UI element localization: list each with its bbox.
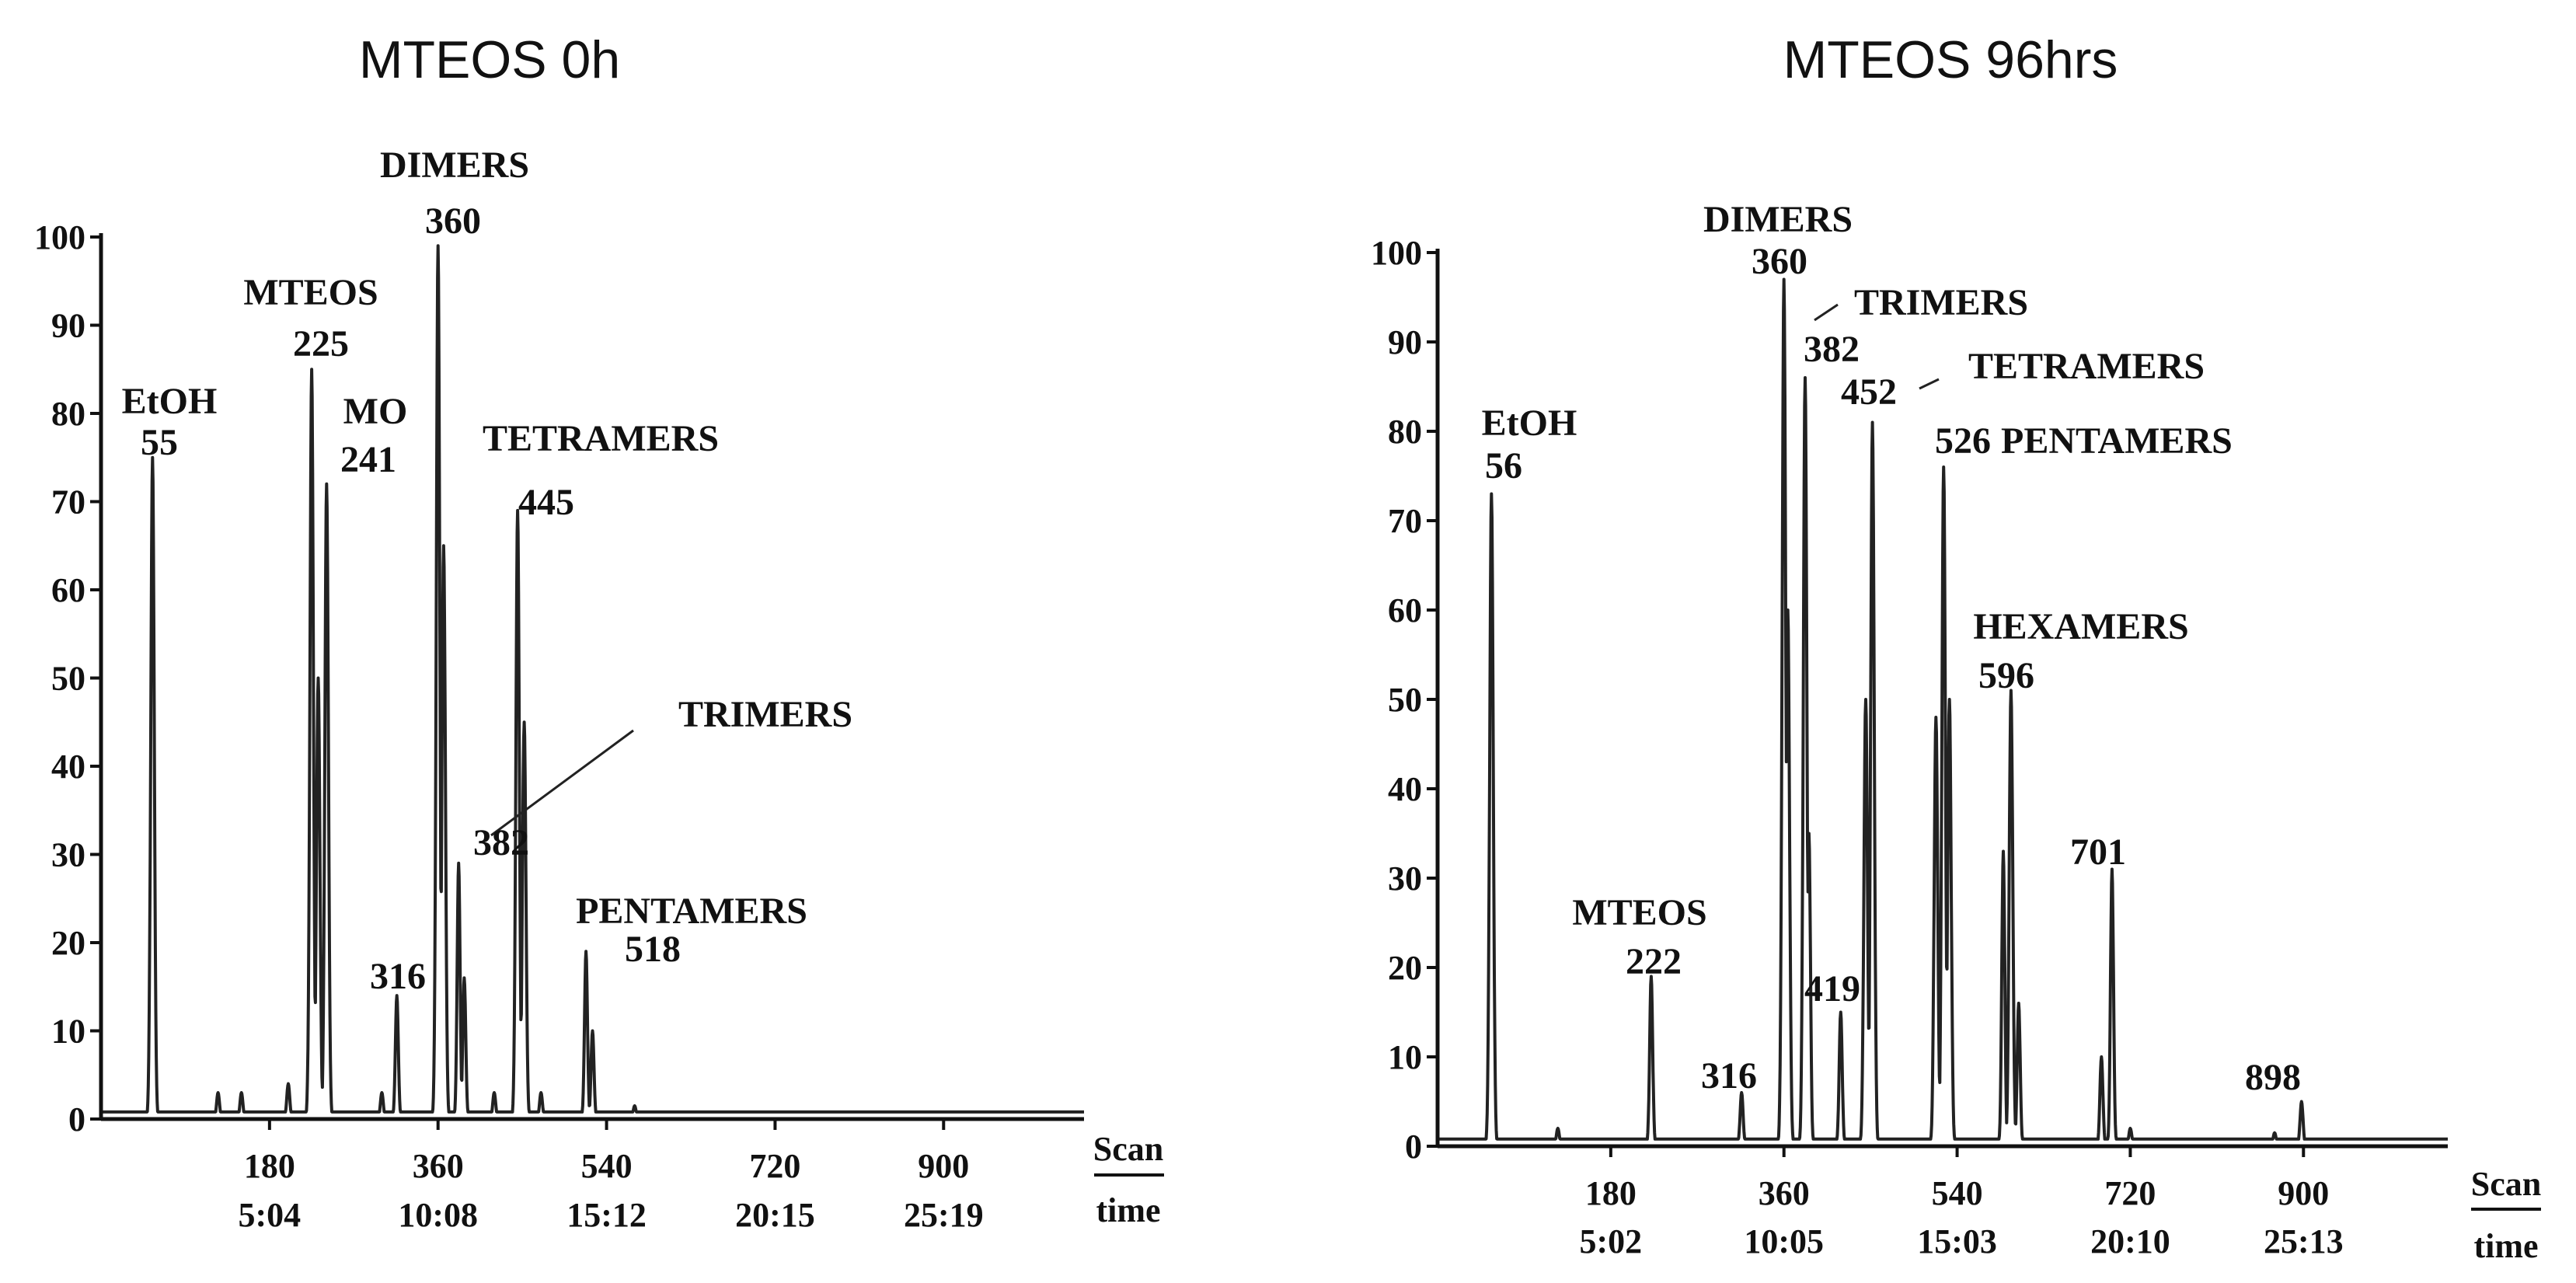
peak-label-tetramers-name: TETRAMERS <box>483 418 719 459</box>
y-tick-label: 90 <box>51 307 85 345</box>
peak-label-pentamers-scan: 518 <box>625 929 681 970</box>
y-tick-label: 80 <box>51 395 85 433</box>
peak-label-mteos-scan: 222 <box>1626 941 1682 982</box>
peak-label-tetramers-scan: 445 <box>518 482 574 523</box>
chart-mteos-96hrs: MTEOS 96hrs 0 10 20 30 40 50 60 70 80 90 100 180 5:… <box>1371 30 2541 1265</box>
chart-title: MTEOS 96hrs <box>1783 30 2118 89</box>
x-tick-label-scan: 900 <box>918 1147 969 1185</box>
chromatogram-trace <box>99 244 1086 1114</box>
x-tick-label-scan: 180 <box>244 1147 295 1185</box>
y-tick-label: 70 <box>1388 502 1422 540</box>
x-axis-label-scan: Scan <box>1093 1130 1163 1168</box>
x-axis-label-time: time <box>1096 1191 1160 1229</box>
x-axis-label-time: time <box>2473 1227 2538 1265</box>
x-tick-label-time: 5:02 <box>1580 1222 1643 1260</box>
peak-label-tetramers-scan: 452 <box>1841 371 1897 413</box>
x-tick-label-time: 20:15 <box>735 1196 815 1234</box>
x-tick-label-time: 20:10 <box>2090 1222 2170 1260</box>
y-tick-label: 50 <box>1388 681 1422 719</box>
y-tick-label: 30 <box>51 836 85 874</box>
peak-label-mo-scan: 241 <box>340 439 396 480</box>
y-tick-labels: 0 10 20 30 40 50 60 70 80 90 100 <box>34 218 101 1138</box>
peak-label-pentamers-name: PENTAMERS <box>576 891 807 932</box>
trimers-leader-line <box>490 729 634 837</box>
x-tick-labels: 180 5:04 360 10:08 540 15:12 720 20:15 900 25:19 <box>239 1119 984 1234</box>
peak-label-701: 701 <box>2070 832 2126 873</box>
peak-label-mo-name: MO <box>343 391 408 432</box>
peak-label-316: 316 <box>1701 1055 1757 1096</box>
peak-label-etoh-name: EtOH <box>122 381 218 422</box>
x-tick-label-time: 5:04 <box>239 1196 302 1234</box>
peak-label-hexamers-scan: 596 <box>1978 655 2034 696</box>
x-tick-label-scan: 720 <box>2104 1174 2156 1212</box>
y-tick-label: 40 <box>51 748 85 786</box>
chart-title: MTEOS 0h <box>359 30 620 89</box>
y-tick-label: 40 <box>1388 770 1422 808</box>
x-tick-label-time: 10:08 <box>398 1196 478 1234</box>
y-tick-label: 30 <box>1388 859 1422 898</box>
y-tick-label: 100 <box>1371 234 1422 272</box>
axes <box>99 233 1084 1121</box>
tetramers-leader-line <box>1919 378 1940 390</box>
peak-label-trimers-name: TRIMERS <box>678 694 852 735</box>
y-tick-label: 50 <box>51 660 85 698</box>
peak-label-dimers-scan: 360 <box>1752 241 1807 282</box>
x-axis-label-scan: Scan <box>2471 1165 2541 1203</box>
peak-label-etoh-scan: 55 <box>141 422 178 463</box>
x-tick-label-time: 25:13 <box>2264 1222 2344 1260</box>
y-tick-label: 70 <box>51 483 85 521</box>
peak-label-trimers-name: TRIMERS <box>1854 282 2028 323</box>
x-tick-label-scan: 540 <box>581 1147 633 1185</box>
peak-label-419: 419 <box>1804 968 1860 1009</box>
trimers-leader-line <box>1814 303 1839 322</box>
x-tick-label-scan: 720 <box>749 1147 800 1185</box>
peak-label-tetramers-name: TETRAMERS <box>1968 346 2205 387</box>
y-tick-label: 10 <box>51 1013 85 1051</box>
peak-label-898: 898 <box>2245 1057 2301 1098</box>
x-tick-label-scan: 540 <box>1932 1174 1983 1212</box>
x-tick-label-time: 15:03 <box>1917 1222 1997 1260</box>
x-tick-label-scan: 180 <box>1585 1174 1637 1212</box>
y-tick-label: 60 <box>51 571 85 609</box>
peak-label-trimers-scan: 382 <box>473 822 529 863</box>
peak-label-dimers-scan: 360 <box>425 200 481 242</box>
y-tick-label: 90 <box>1388 323 1422 361</box>
peak-label-dimers-name: DIMERS <box>1703 199 1853 240</box>
peak-label-trimers-scan: 382 <box>1804 329 1860 370</box>
y-tick-label: 0 <box>68 1100 85 1138</box>
peak-label-etoh-name: EtOH <box>1482 403 1577 444</box>
peak-label-mteos-name: MTEOS <box>243 272 378 313</box>
x-tick-label-scan: 360 <box>1759 1174 1810 1212</box>
x-tick-label-time: 10:05 <box>1744 1222 1824 1260</box>
peak-label-pentamers-name: PENTAMERS <box>2001 420 2233 462</box>
peak-label-mteos-name: MTEOS <box>1572 892 1706 933</box>
chart-mteos-0h: MTEOS 0h 0 10 20 30 40 50 60 70 80 90 100 180 5:04 3… <box>34 30 1164 1234</box>
axes <box>1435 249 2448 1149</box>
chromatogram-trace <box>1436 277 2449 1141</box>
y-tick-label: 0 <box>1405 1128 1422 1166</box>
x-tick-label-time: 25:19 <box>904 1196 984 1234</box>
peak-label-dimers-name: DIMERS <box>380 145 529 186</box>
y-tick-label: 80 <box>1388 413 1422 451</box>
peak-label-hexamers-name: HEXAMERS <box>1973 606 2188 647</box>
y-tick-label: 100 <box>34 218 85 256</box>
x-tick-labels: 180 5:02 360 10:05 540 15:03 720 20:10 900 25:13 <box>1580 1146 2344 1260</box>
peak-label-etoh-scan: 56 <box>1485 445 1522 486</box>
y-tick-label: 20 <box>51 924 85 962</box>
peak-label-pentamers-scan: 526 <box>1935 420 1991 462</box>
y-tick-label: 60 <box>1388 591 1422 629</box>
y-tick-label: 20 <box>1388 949 1422 987</box>
x-tick-label-scan: 360 <box>413 1147 464 1185</box>
y-tick-labels: 0 10 20 30 40 50 60 70 80 90 100 <box>1371 234 1438 1166</box>
x-tick-label-scan: 900 <box>2278 1174 2329 1212</box>
x-tick-label-time: 15:12 <box>566 1196 647 1234</box>
peak-label-316: 316 <box>370 956 426 997</box>
y-tick-label: 10 <box>1388 1038 1422 1076</box>
peak-label-mteos-scan: 225 <box>293 323 349 364</box>
